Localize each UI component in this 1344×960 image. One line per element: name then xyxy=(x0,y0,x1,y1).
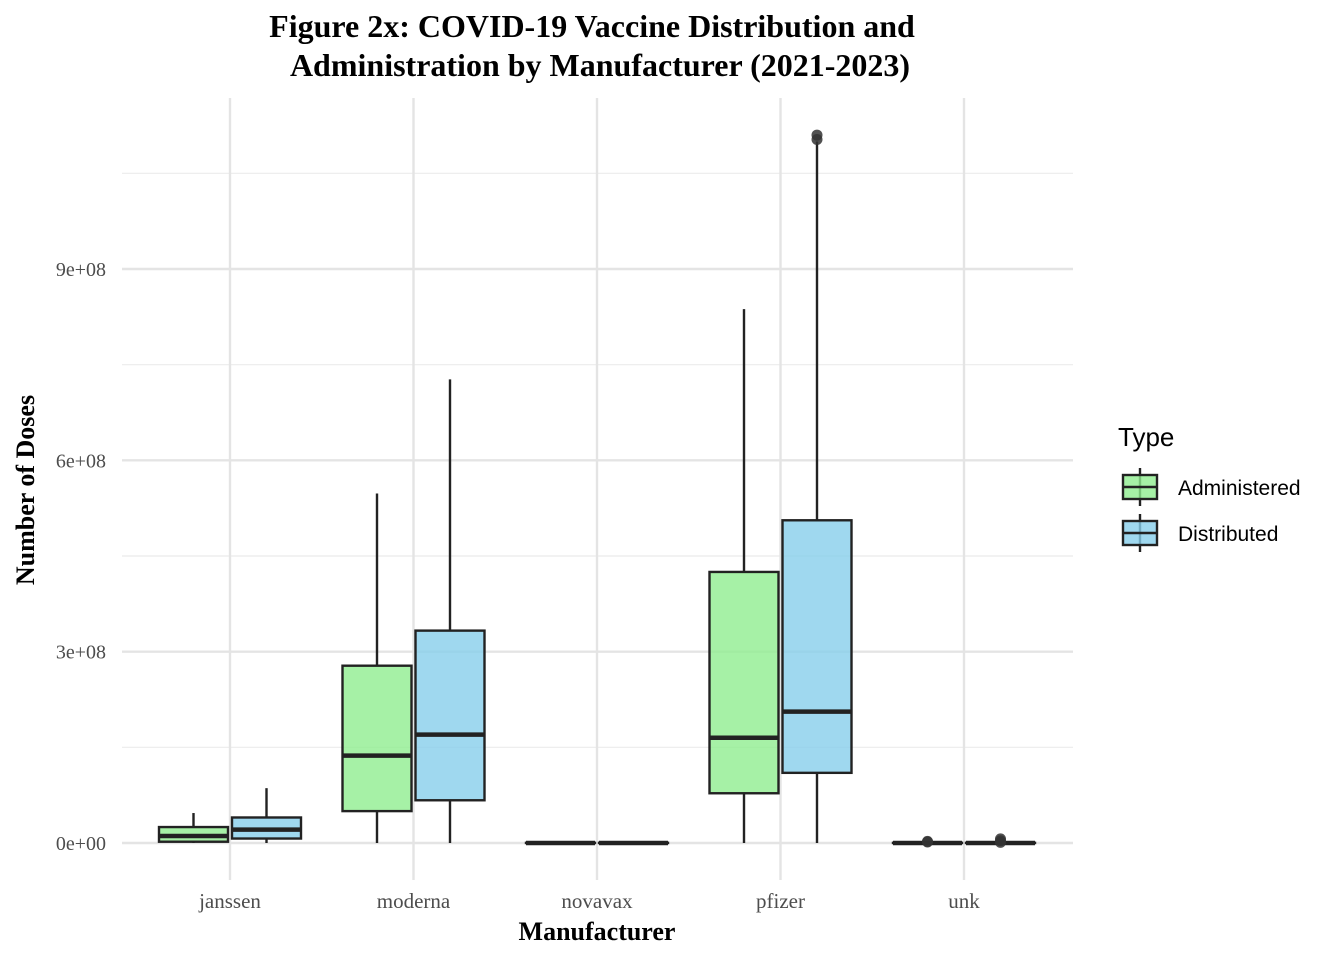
box-moderna-distributed xyxy=(414,379,486,843)
box-janssen-administered xyxy=(157,813,230,843)
x-tick-label: pfizer xyxy=(756,889,805,913)
y-tick-label: 9e+08 xyxy=(56,259,106,281)
outlier-point xyxy=(995,833,1006,845)
box-unk-distributed xyxy=(964,833,1037,848)
box-moderna-administered xyxy=(341,493,413,843)
y-tick-label: 0e+00 xyxy=(56,833,106,855)
y-tick-label: 3e+08 xyxy=(56,642,106,664)
legend: Type Administered Distributed xyxy=(1118,422,1301,552)
box-janssen-distributed xyxy=(230,788,303,843)
boxes-layer xyxy=(157,129,1037,848)
legend-entry-distributed: Distributed xyxy=(1121,514,1278,552)
box-iqr xyxy=(708,570,780,795)
legend-entry-administered: Administered xyxy=(1121,468,1301,506)
x-axis-title: Manufacturer xyxy=(519,917,676,946)
outlier-point xyxy=(922,835,933,847)
outlier-point xyxy=(811,129,823,141)
x-tick-label: novavax xyxy=(561,889,633,913)
legend-label: Administered xyxy=(1178,477,1301,500)
box-unk-administered xyxy=(891,835,964,848)
x-tick-label: moderna xyxy=(377,889,451,913)
box-pfizer-administered xyxy=(708,309,780,843)
y-axis-title: Number of Doses xyxy=(11,395,40,585)
box-iqr xyxy=(781,519,853,775)
axes-layer: 0e+00 3e+08 6e+08 9e+08 janssen moderna novava… xyxy=(56,259,980,913)
box-iqr xyxy=(341,664,413,813)
gridlines xyxy=(122,98,1073,880)
chart-title-line-1: Figure 2x: COVID-19 Vaccine Distribution… xyxy=(269,8,915,44)
chart-title-line-2: Administration by Manufacturer (2021-202… xyxy=(290,47,910,83)
y-tick-label: 6e+08 xyxy=(56,450,106,472)
x-tick-label: janssen xyxy=(198,889,261,913)
legend-label: Distributed xyxy=(1178,523,1278,546)
box-pfizer-distributed xyxy=(781,129,853,843)
box-iqr xyxy=(414,629,486,802)
legend-title: Type xyxy=(1118,422,1174,452)
x-tick-label: unk xyxy=(948,889,980,913)
